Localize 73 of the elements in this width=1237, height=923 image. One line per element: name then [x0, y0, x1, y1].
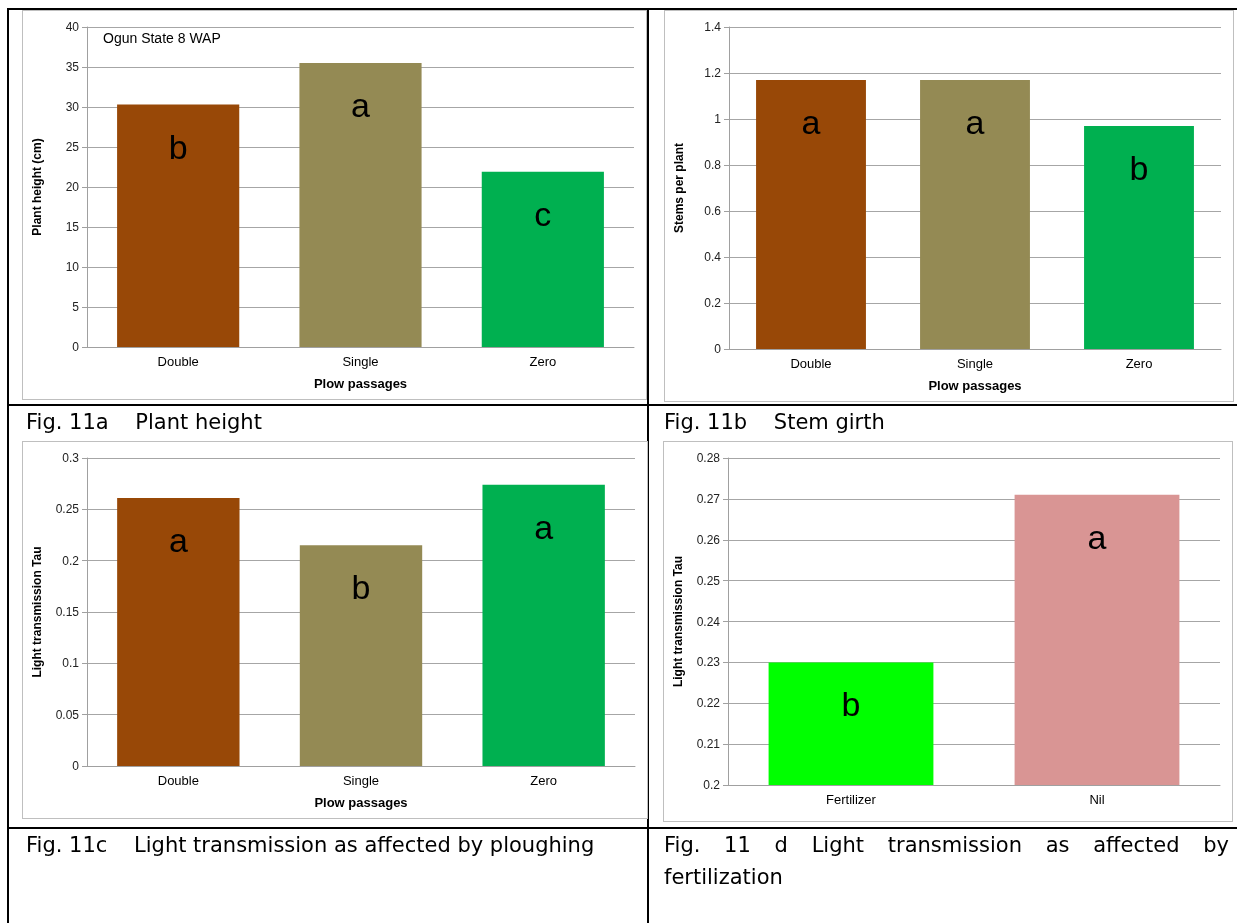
- annotation: b: [1129, 148, 1149, 187]
- annotation: b: [351, 568, 371, 607]
- y-tick-label: 0: [72, 340, 80, 354]
- text: Fig. 11a Plant height: [26, 409, 263, 436]
- annotation: b: [168, 127, 188, 166]
- x-tick-label: Fertilizer: [826, 792, 877, 807]
- y-tick-label: 0.8: [704, 158, 722, 172]
- annotation: a: [534, 507, 554, 546]
- bar: [299, 545, 423, 766]
- y-tick-label: 0.15: [55, 605, 80, 619]
- x-tick-label: Double: [157, 773, 199, 788]
- y-tick-label: 0.21: [696, 737, 721, 752]
- annotation: a: [1087, 517, 1107, 556]
- y-axis-title: Light transmission Tau: [30, 546, 44, 678]
- y-tick-label: 0.25: [696, 573, 721, 588]
- x-tick-label: Single: [956, 356, 994, 371]
- y-tick-label: 0: [72, 759, 80, 773]
- y-tick-label: 0: [714, 342, 722, 356]
- x-tick-label: Single: [342, 354, 379, 369]
- y-tick-label: 0.4: [704, 250, 722, 264]
- x-tick-label: Single: [342, 773, 380, 788]
- bar: [481, 171, 604, 347]
- annotation: b: [841, 685, 861, 724]
- x-tick-label: Zero: [530, 773, 558, 788]
- y-tick-label: 0.26: [696, 532, 721, 547]
- y-tick-label: 0.22: [696, 696, 721, 711]
- x-tick-label: Zero: [1125, 356, 1153, 371]
- bar: [117, 498, 240, 766]
- y-tick-label: 0.6: [704, 204, 722, 218]
- x-tick-label: Nil: [1089, 792, 1105, 807]
- text: Fig. 11b Stem girth: [664, 409, 886, 436]
- bar: [299, 63, 422, 347]
- annotation: a: [351, 86, 371, 124]
- x-axis-title: Plow passages: [928, 378, 1022, 393]
- y-tick-label: 0.28: [696, 451, 721, 465]
- x-tick-label: Zero: [529, 354, 557, 369]
- y-tick-label: 35: [65, 60, 80, 74]
- y-tick-label: 0.24: [696, 614, 721, 629]
- y-tick-label: 0.2: [704, 296, 722, 310]
- y-tick-label: 20: [65, 180, 80, 194]
- y-tick-label: 0.1: [62, 656, 80, 671]
- y-tick-label: 5: [72, 300, 80, 314]
- y-tick-label: 1: [714, 112, 722, 126]
- x-tick-label: Double: [157, 354, 199, 369]
- annotation: c: [534, 194, 552, 233]
- y-tick-label: 10: [65, 260, 80, 274]
- y-tick-label: 0.25: [55, 502, 80, 517]
- y-tick-label: 0.2: [703, 778, 721, 792]
- y-tick-label: 0.2: [62, 553, 80, 568]
- y-tick-label: 0.3: [62, 451, 80, 465]
- y-axis-title: Light transmission Tau: [671, 555, 685, 688]
- y-axis-title: Plant height (cm): [30, 138, 44, 236]
- x-axis-title: Plow passages: [313, 376, 408, 391]
- x-tick-label: Double: [790, 356, 832, 371]
- text: Fig. 11c Light transmission as affected by ploughing: [26, 832, 596, 859]
- y-tick-label: 0.23: [696, 655, 721, 670]
- annotation: a: [168, 521, 188, 560]
- y-tick-label: 0.05: [55, 707, 80, 722]
- y-tick-label: 25: [65, 140, 80, 154]
- y-tick-label: 0.27: [696, 491, 721, 506]
- y-tick-label: 1.4: [704, 20, 722, 34]
- bar: [482, 484, 605, 766]
- y-axis-title: Stems per plant: [672, 142, 686, 234]
- annotation: a: [965, 102, 985, 141]
- annotation: a: [801, 102, 821, 141]
- y-tick-label: 1.2: [704, 66, 722, 80]
- y-tick-label: 30: [65, 100, 80, 114]
- x-axis-title: Plow passages: [314, 795, 408, 810]
- y-tick-label: 40: [65, 20, 80, 34]
- annotation: Ogun State 8 WAP: [103, 30, 221, 46]
- y-tick-label: 15: [65, 220, 80, 234]
- text: Fig. 11 d Light transmission as affected by fertilization: [664, 832, 1229, 891]
- bar: [117, 104, 240, 347]
